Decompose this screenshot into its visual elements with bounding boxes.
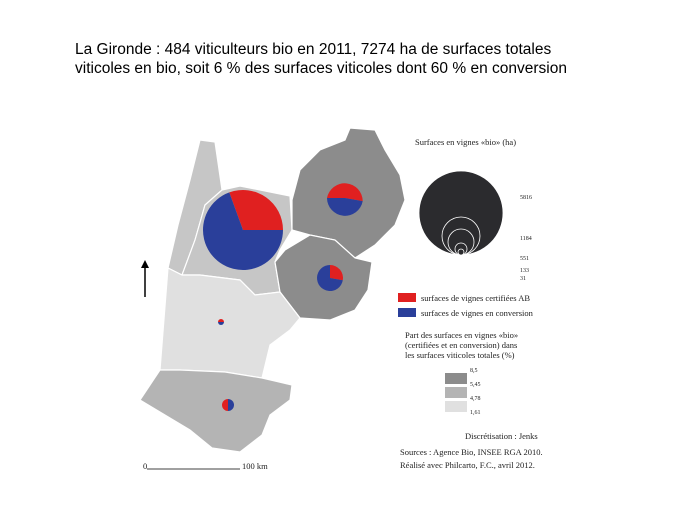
- pie-slice: [317, 265, 343, 292]
- color-label: surfaces de vignes en conversion: [421, 308, 534, 318]
- legend-title: les surfaces viticoles totales (%): [405, 350, 515, 360]
- pie-slice: [327, 198, 363, 216]
- class-break: 4,78: [470, 396, 481, 402]
- source: Réalisé avec Philcarto, F.C., avril 2012…: [400, 460, 535, 470]
- title-line: La Gironde : 484 viticulteurs bio en 201…: [75, 41, 551, 58]
- color-label: surfaces de vignes certifiées AB: [421, 293, 530, 303]
- size-label: 31: [520, 276, 526, 282]
- class-swatch: [445, 401, 467, 412]
- pie-slice: [203, 192, 283, 270]
- class-swatch: [445, 387, 467, 398]
- pie-slice: [222, 399, 228, 411]
- pie-slice: [327, 183, 363, 202]
- size-legend: [418, 170, 504, 256]
- title-line: viticoles en bio, soit 6 % des surfaces …: [75, 60, 567, 77]
- size-label: 5816: [520, 195, 532, 201]
- pie-slice: [229, 189, 284, 230]
- size-label: 551: [520, 256, 529, 262]
- legend-title: Surfaces en vignes «bio» (ha): [415, 137, 516, 147]
- legend-title: Part des surfaces en vignes «bio»: [405, 330, 518, 340]
- class-break: 5,45: [470, 382, 481, 388]
- size-label: 1184: [520, 236, 532, 242]
- scale-label: 100 km: [242, 461, 268, 471]
- north-arrow: [141, 260, 149, 297]
- color-swatch: [398, 293, 416, 302]
- scale-label: 0: [143, 461, 147, 471]
- pie-slice: [218, 322, 224, 325]
- pie-slice: [228, 399, 234, 411]
- legend-title: (certifiées et en conversion) dans: [405, 340, 517, 350]
- pie-slice: [218, 319, 224, 322]
- class-break: 1,61: [470, 410, 481, 416]
- method: Discrétisation : Jenks: [465, 431, 538, 441]
- class-swatch: [445, 373, 467, 384]
- pie-slice: [330, 265, 344, 281]
- color-swatch: [398, 308, 416, 317]
- size-label: 133: [520, 268, 529, 274]
- source: Sources : Agence Bio, INSEE RGA 2010.: [400, 447, 543, 457]
- class-break: 8,5: [470, 368, 478, 374]
- region: [139, 369, 293, 453]
- map: [139, 127, 406, 453]
